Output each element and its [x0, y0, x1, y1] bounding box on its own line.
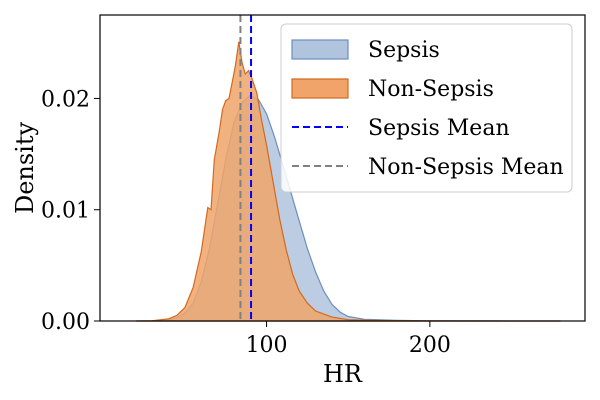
y-tick-label: 0.01 — [41, 199, 90, 224]
legend-label-non-sepsis-mean: Non-Sepsis Mean — [368, 155, 564, 180]
x-tick-label: 100 — [246, 333, 288, 358]
y-axis-title: Density — [11, 122, 39, 215]
legend-label-sepsis: Sepsis — [368, 38, 440, 63]
legend-label-non-sepsis: Non-Sepsis — [368, 77, 494, 102]
x-axis-title: HR — [323, 360, 363, 388]
axes-frame — [99, 14, 586, 322]
legend: Sepsis Non-Sepsis Sepsis Mean Non-Sepsis Me… — [280, 23, 573, 193]
legend-label-sepsis-mean: Sepsis Mean — [368, 116, 510, 141]
x-tick-label: 200 — [409, 333, 451, 358]
legend-swatch-sepsis — [291, 39, 349, 60]
legend-box — [280, 23, 573, 193]
legend-swatch-non-sepsis — [291, 78, 349, 99]
density-area-non-sepsis — [135, 41, 561, 322]
y-tick-label: 0.00 — [41, 310, 90, 335]
plot-area — [135, 15, 561, 322]
y-tick-label: 0.02 — [41, 87, 90, 112]
axis-ticks: 100 200 0.00 0.01 0.02 — [41, 87, 451, 358]
